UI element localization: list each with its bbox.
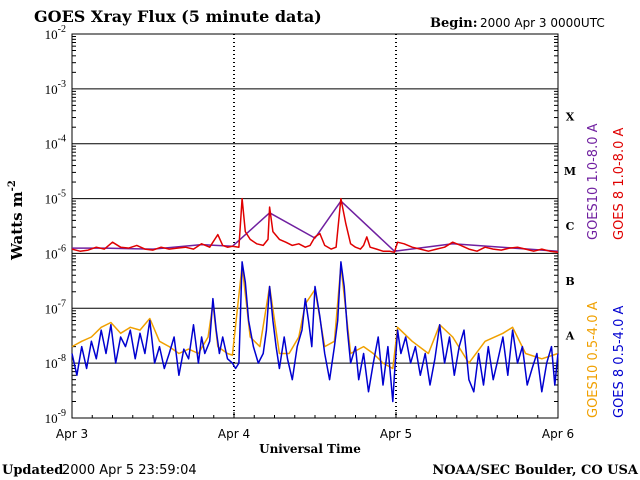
series-goes10-1-0-8-0-a bbox=[72, 200, 559, 252]
legend-goes10-0-5-4-0-a: GOES10 0.5-4.0 A bbox=[586, 301, 601, 418]
legend-goes-8-1-0-8-0-a: GOES 8 1.0-8.0 A bbox=[612, 128, 627, 240]
legend-goes10-1-0-8-0-a: GOES10 1.0-8.0 A bbox=[586, 123, 601, 240]
flare-class-labels: A B C M X bbox=[564, 110, 576, 342]
x-tick-label: Apr 6 bbox=[542, 427, 574, 441]
updated-label: Updated bbox=[2, 463, 63, 478]
flare-class-b: B bbox=[565, 275, 574, 288]
grid-lines bbox=[72, 34, 558, 418]
source-credit: NOAA/SEC Boulder, CO USA bbox=[432, 463, 639, 478]
plot-frame bbox=[71, 33, 559, 419]
y-tick-label: 10-4 bbox=[45, 134, 66, 152]
flare-class-m: M bbox=[564, 165, 576, 178]
flare-class-x: X bbox=[566, 110, 575, 123]
legend-1-8-angstrom: GOES10 1.0-8.0 A GOES 8 1.0-8.0 A bbox=[586, 123, 627, 240]
x-axis-label: Universal Time bbox=[259, 442, 361, 456]
x-tick-label: Apr 5 bbox=[380, 427, 412, 441]
series-goes-8-1-0-8-0-a bbox=[71, 197, 559, 254]
updated-value: 2000 Apr 5 23:59:04 bbox=[62, 463, 197, 478]
y-tick-label: 10-6 bbox=[45, 243, 66, 261]
y-tick-label: 10-5 bbox=[45, 189, 66, 207]
flare-class-c: C bbox=[566, 220, 575, 233]
x-tick-label: Apr 4 bbox=[218, 427, 250, 441]
chart-title: GOES Xray Flux (5 minute data) bbox=[34, 7, 322, 26]
legend-0-5-4-angstrom: GOES10 0.5-4.0 A GOES 8 0.5-4.0 A bbox=[586, 301, 627, 418]
y-axis-label: Watts m-2 bbox=[7, 180, 26, 261]
flare-class-a: A bbox=[565, 330, 575, 343]
y-tick-label: 10-3 bbox=[45, 79, 66, 97]
data-series bbox=[71, 197, 559, 403]
y-tick-label: 10-7 bbox=[45, 298, 66, 316]
y-axis-label-exponent: -2 bbox=[7, 180, 18, 191]
legend-goes-8-0-5-4-0-a: GOES 8 0.5-4.0 A bbox=[612, 306, 627, 418]
y-axis-label-group: Watts m-2 bbox=[7, 180, 26, 261]
x-tick-label: Apr 3 bbox=[56, 427, 88, 441]
y-tick-label: 10-9 bbox=[45, 408, 66, 426]
y-tick-label: 10-8 bbox=[45, 353, 66, 371]
begin-label: Begin: bbox=[430, 16, 478, 31]
y-tick-label: 10-2 bbox=[45, 24, 66, 42]
series-goes10-0-5-4-0-a bbox=[71, 264, 559, 370]
y-axis-label-text: Watts m bbox=[8, 191, 26, 261]
begin-value: 2000 Apr 3 0000UTC bbox=[480, 16, 605, 30]
series-goes-8-0-5-4-0-a bbox=[71, 261, 559, 403]
x-axis-ticks: Apr 3 Apr 4 Apr 5 Apr 6 bbox=[56, 412, 574, 441]
